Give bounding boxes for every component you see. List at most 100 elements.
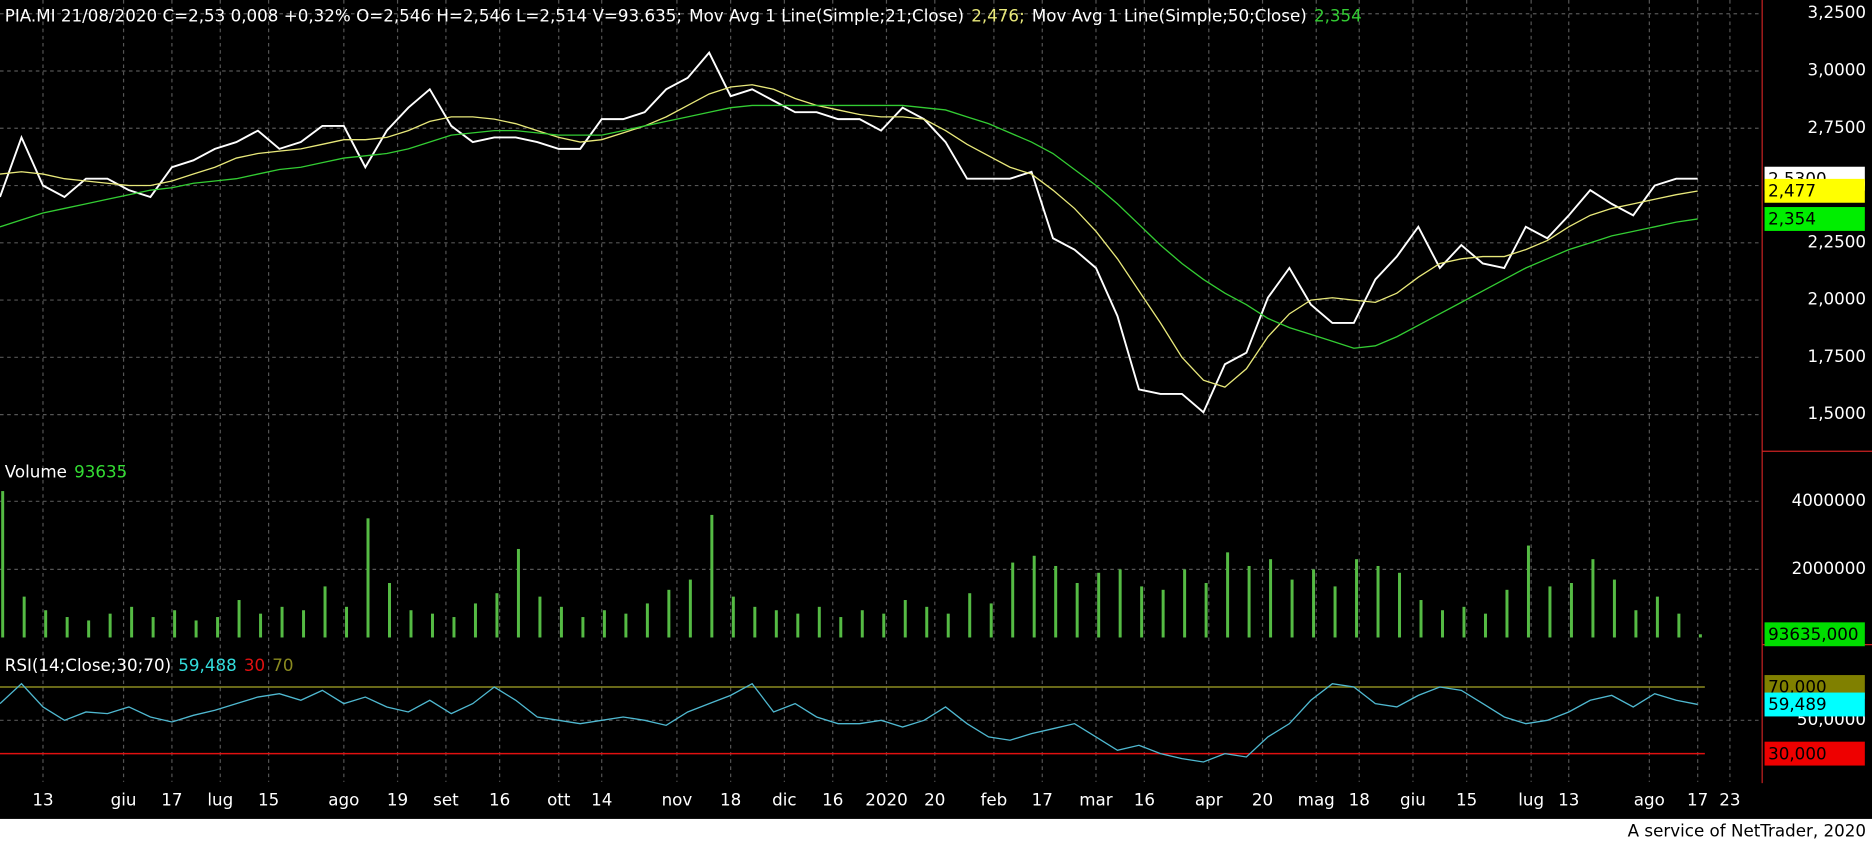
value-box-label: 30,000 (1768, 743, 1826, 763)
y-tick-label: 2,0000 (1808, 289, 1866, 309)
panel-legend: PIA.MI 21/08/2020 C=2,53 0,008 +0,32% O=… (5, 5, 1362, 25)
volume-bar (946, 613, 950, 638)
volume-bar (1333, 586, 1337, 638)
price-line (0, 104, 1698, 349)
volume-bar (796, 613, 800, 638)
volume-bar (1097, 572, 1101, 638)
volume-bar (1161, 589, 1165, 638)
price-line (0, 50, 1698, 414)
footer: A service of NetTrader, 2020 (1628, 821, 1866, 841)
volume-bar (1569, 583, 1573, 638)
volume-bar (1032, 555, 1036, 638)
volume-bar (774, 610, 778, 638)
legend-value: 59,488 (178, 655, 236, 675)
volume-bar (645, 603, 649, 638)
volume-bar (688, 579, 692, 638)
volume-bar (1054, 565, 1058, 638)
volume-bar (839, 617, 843, 638)
x-tick-label: 20 (1252, 790, 1273, 810)
volume-bar (1, 491, 5, 638)
level-label: 70 (272, 655, 293, 675)
volume-bar (538, 596, 542, 638)
volume-bar (581, 617, 585, 638)
volume-bar (323, 586, 327, 638)
x-tick-label: nov (662, 790, 693, 810)
volume-bar (495, 593, 499, 638)
volume-bar (903, 600, 907, 638)
volume-bar (388, 583, 391, 638)
x-tick-label: feb (981, 790, 1008, 810)
value-box-label: 59,489 (1768, 694, 1826, 714)
y-tick-label: 1,7500 (1808, 346, 1866, 366)
price-line (0, 84, 1698, 388)
volume-bar (1226, 552, 1230, 638)
y-tick-label: 2,7500 (1808, 117, 1866, 137)
y-tick-label: 4000000 (1792, 490, 1866, 510)
volume-bar (989, 603, 993, 638)
x-tick-label: 2020 (865, 790, 908, 810)
volume-bar (1505, 589, 1509, 638)
volume-bar (280, 606, 284, 638)
volume-bar (1677, 613, 1681, 638)
x-tick-label: 13 (1558, 790, 1579, 810)
x-tick-label: 17 (1032, 790, 1053, 810)
volume-bar (968, 593, 972, 638)
x-tick-label: giu (111, 790, 137, 810)
volume-bar (1612, 579, 1616, 638)
x-tick-label: 16 (1134, 790, 1155, 810)
value-box-label: 2,354 (1768, 209, 1816, 229)
volume-bar (882, 613, 886, 638)
y-tick-label: 1,5000 (1808, 403, 1866, 423)
legend-entry: Mov Avg 1 Line(Simple;50;Close) (1032, 5, 1307, 25)
volume-bar (1548, 586, 1552, 638)
volume-bar (559, 606, 563, 638)
volume-bar (1419, 600, 1423, 638)
x-tick-label: 15 (258, 790, 279, 810)
x-tick-label: 16 (822, 790, 843, 810)
marks (0, 50, 1702, 763)
value-box (1764, 207, 1865, 231)
x-tick-label: ago (328, 790, 359, 810)
panel-legend: RSI(14;Close;30;70) 59,488 30 70 (5, 655, 294, 675)
x-tick-label: mag (1298, 790, 1335, 810)
volume-bar (624, 613, 628, 638)
volume-bar (1269, 559, 1273, 638)
x-tick-label: ago (1634, 790, 1665, 810)
volume-bar (1483, 613, 1487, 638)
volume-bar (44, 610, 48, 638)
volume-bar (860, 610, 864, 638)
x-tick-label: 23 (1719, 790, 1740, 810)
x-tick-label: 20 (924, 790, 945, 810)
x-tick-label: set (433, 790, 459, 810)
background (0, 0, 1872, 819)
value-box (1764, 741, 1865, 766)
x-tick-label: 18 (1349, 790, 1370, 810)
volume-bar (1312, 569, 1316, 638)
grid (0, 0, 1763, 782)
volume-bar (516, 548, 520, 638)
volume-bar (22, 596, 26, 638)
volume-bar (1140, 586, 1144, 638)
volume-bar (1355, 559, 1359, 638)
volume-bar (667, 589, 671, 638)
volume-bar (65, 617, 69, 638)
value-box-label: 2,477 (1768, 181, 1816, 201)
volume-bar (430, 613, 434, 638)
volume-bar (151, 617, 155, 638)
volume-bar (409, 610, 413, 638)
x-tick-label: 17 (161, 790, 182, 810)
legend-value: 2,354 (1314, 5, 1362, 25)
panel-legend: Volume 93635 (5, 461, 127, 481)
volume-bar (173, 610, 177, 638)
panel-title: Volume (5, 461, 67, 481)
volume-bar (1118, 569, 1122, 638)
volume-bar (1247, 565, 1251, 638)
volume-bar (1441, 610, 1444, 638)
volume-bar (753, 606, 757, 638)
x-tick-label: 13 (32, 790, 53, 810)
volume-bar (366, 518, 370, 638)
volume-bar (1376, 565, 1380, 638)
panel-title: PIA.MI 21/08/2020 C=2,53 0,008 +0,32% O=… (5, 5, 682, 25)
panel-title: RSI(14;Close;30;70) (5, 655, 171, 675)
